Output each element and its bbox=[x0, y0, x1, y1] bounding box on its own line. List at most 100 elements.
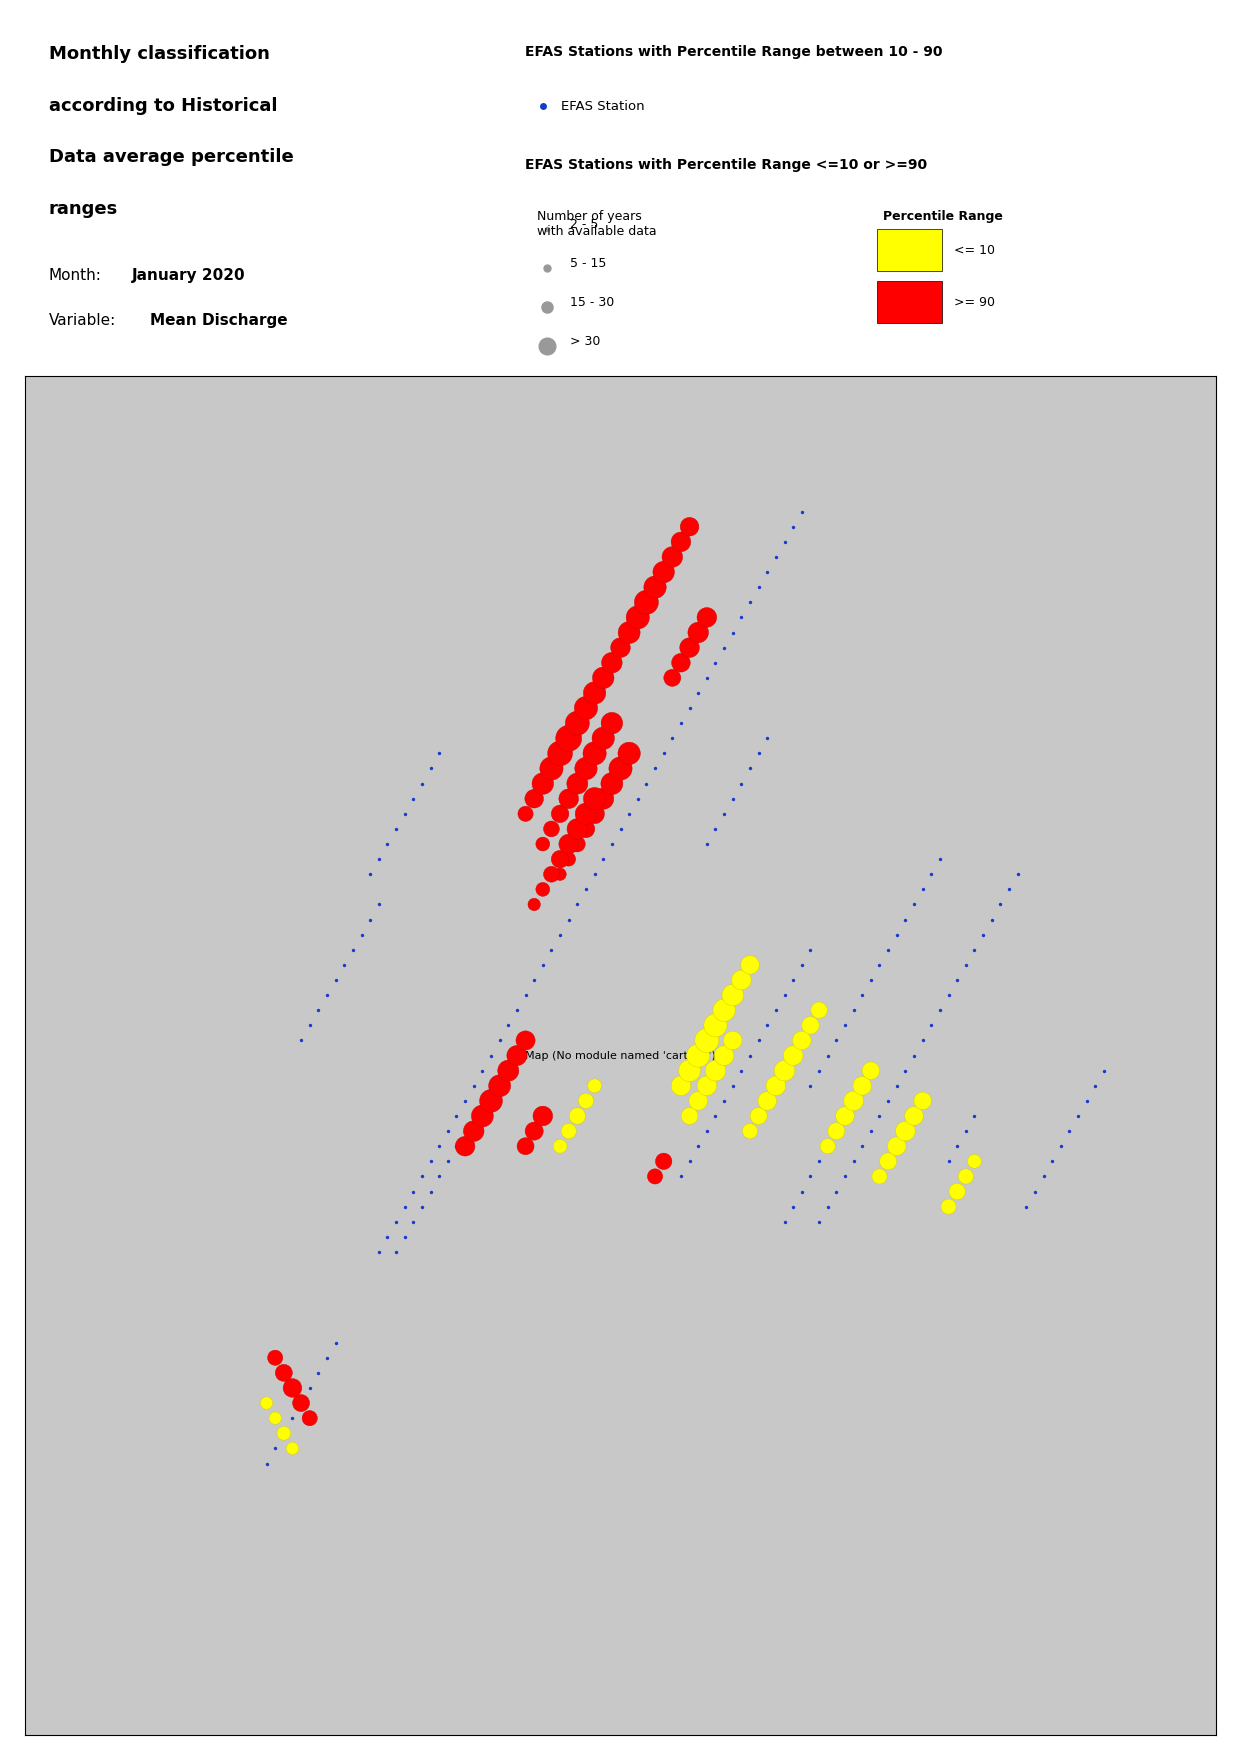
Point bbox=[731, 1057, 751, 1085]
Point bbox=[524, 1117, 544, 1145]
Point bbox=[706, 1103, 726, 1131]
Point bbox=[499, 1011, 519, 1040]
Point bbox=[774, 982, 794, 1010]
Point bbox=[654, 1146, 674, 1175]
Point bbox=[628, 785, 648, 813]
Point bbox=[689, 1041, 709, 1069]
Point bbox=[809, 996, 829, 1024]
Point bbox=[697, 1071, 717, 1099]
Text: according to Historical: according to Historical bbox=[48, 96, 277, 114]
Point bbox=[300, 1404, 320, 1432]
Point bbox=[429, 740, 449, 768]
Point bbox=[576, 875, 596, 903]
Point bbox=[558, 845, 578, 873]
Point bbox=[645, 754, 665, 782]
Point bbox=[930, 996, 949, 1024]
Point bbox=[689, 678, 709, 706]
Point bbox=[740, 950, 759, 978]
Point bbox=[343, 936, 362, 964]
Point bbox=[663, 664, 683, 692]
Point bbox=[964, 1103, 984, 1131]
Point bbox=[447, 1103, 467, 1131]
Point bbox=[783, 966, 803, 994]
Point bbox=[930, 845, 949, 873]
Point bbox=[774, 1057, 794, 1085]
Point bbox=[671, 1071, 691, 1099]
Point bbox=[567, 891, 587, 919]
Point bbox=[645, 1162, 665, 1190]
Point bbox=[274, 1359, 294, 1387]
Point bbox=[532, 950, 552, 978]
Text: EFAS Stations with Percentile Range <=10 or >=90: EFAS Stations with Percentile Range <=10… bbox=[525, 158, 927, 172]
Point bbox=[429, 1132, 449, 1160]
Point bbox=[783, 1192, 803, 1220]
Point bbox=[360, 861, 380, 889]
Text: <= 10: <= 10 bbox=[954, 244, 995, 258]
Point bbox=[508, 1041, 527, 1069]
Point bbox=[421, 754, 441, 782]
Point bbox=[879, 1087, 898, 1115]
Point bbox=[490, 1071, 510, 1099]
Point bbox=[947, 1178, 967, 1206]
Point bbox=[748, 1027, 768, 1055]
Point bbox=[697, 664, 717, 692]
Text: Monthly classification: Monthly classification bbox=[48, 46, 269, 63]
Point bbox=[464, 1071, 484, 1099]
Point bbox=[757, 724, 777, 752]
Point bbox=[602, 710, 622, 738]
Point bbox=[680, 694, 700, 722]
Point bbox=[921, 1011, 941, 1040]
Point bbox=[309, 996, 329, 1024]
Point bbox=[602, 649, 622, 677]
Point bbox=[619, 619, 639, 647]
Point bbox=[853, 1071, 872, 1099]
Point bbox=[722, 1027, 742, 1055]
Point bbox=[748, 573, 768, 601]
Point bbox=[524, 966, 544, 994]
Point bbox=[593, 845, 613, 873]
Point bbox=[558, 724, 578, 752]
Point bbox=[706, 1011, 726, 1040]
Point bbox=[990, 891, 1010, 919]
Point bbox=[576, 1087, 596, 1115]
Point bbox=[861, 1057, 881, 1085]
Point bbox=[671, 710, 691, 738]
FancyBboxPatch shape bbox=[876, 230, 942, 272]
Point bbox=[663, 724, 683, 752]
Point bbox=[714, 633, 733, 661]
Point bbox=[809, 1208, 829, 1236]
Point bbox=[576, 694, 596, 722]
Point bbox=[827, 1178, 846, 1206]
Point bbox=[835, 1103, 855, 1131]
Point bbox=[905, 1041, 925, 1069]
Point bbox=[1016, 1192, 1036, 1220]
Point bbox=[680, 633, 700, 661]
Point bbox=[853, 1132, 872, 1160]
Point bbox=[395, 1224, 414, 1252]
Point bbox=[532, 770, 552, 798]
Point bbox=[766, 543, 786, 571]
Point bbox=[731, 770, 751, 798]
Point bbox=[800, 1071, 820, 1099]
Point bbox=[783, 512, 803, 540]
Point bbox=[827, 1117, 846, 1145]
Point bbox=[524, 891, 544, 919]
Point bbox=[550, 740, 570, 768]
Point bbox=[283, 1374, 303, 1402]
Point bbox=[879, 1146, 898, 1175]
Point bbox=[585, 740, 604, 768]
Point bbox=[550, 861, 570, 889]
Text: 2 - 5: 2 - 5 bbox=[571, 217, 599, 231]
Point bbox=[515, 982, 535, 1010]
Point bbox=[818, 1132, 838, 1160]
Point bbox=[541, 861, 561, 889]
Point bbox=[680, 1057, 700, 1085]
Point bbox=[292, 1027, 311, 1055]
Point bbox=[585, 1071, 604, 1099]
Point bbox=[671, 1162, 691, 1190]
Point bbox=[697, 1117, 717, 1145]
Point bbox=[541, 815, 561, 843]
Point bbox=[585, 799, 604, 827]
Point bbox=[818, 1132, 838, 1160]
Point bbox=[482, 1041, 501, 1069]
